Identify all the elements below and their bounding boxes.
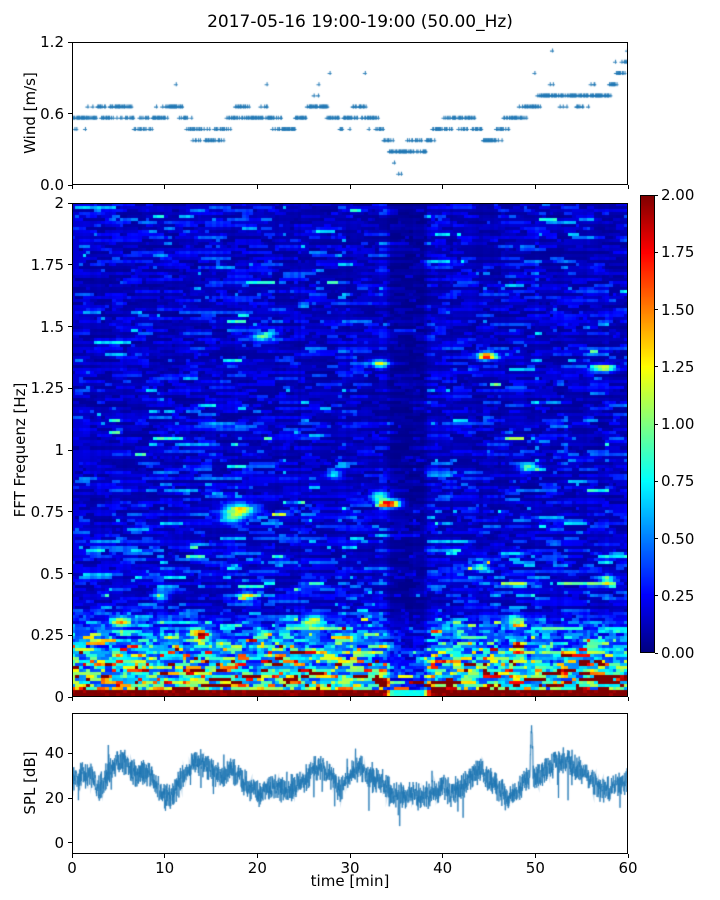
- wind-ytick-mark: [68, 41, 72, 43]
- spl-xtick-mark: [442, 854, 444, 858]
- spectrogram-ytick-label: 1.75: [30, 255, 64, 274]
- spl-xtick-mark: [627, 854, 629, 858]
- colorbar-tick-label: 2.00: [661, 186, 695, 204]
- spectrogram-ytick-label: 1.25: [30, 379, 64, 398]
- colorbar-tick-label: 0.50: [661, 529, 695, 548]
- spl-xtick-mark: [534, 854, 536, 858]
- wind-xtick-mark: [71, 185, 73, 189]
- wind-xtick-mark: [442, 185, 444, 189]
- spectrogram-xtick-mark: [71, 697, 73, 701]
- colorbar-tick-mark: [655, 366, 658, 368]
- spectrogram-ytick-label: 0.5: [40, 564, 64, 583]
- spectrogram-xtick-mark: [256, 697, 258, 701]
- spectrogram-ytick-label: 1.5: [40, 317, 64, 336]
- spl-xtick-label: 20: [247, 859, 267, 877]
- colorbar-tick-mark: [655, 423, 658, 425]
- wind-ytick-label: 1.2: [40, 33, 64, 51]
- colorbar-tick-label: 1.50: [661, 300, 695, 319]
- spl-line-canvas: [72, 713, 628, 854]
- colorbar-tick-mark: [655, 538, 658, 539]
- spl-xtick-label: 50: [525, 859, 545, 877]
- spl-xtick-mark: [349, 854, 351, 858]
- spl-xtick-mark: [256, 854, 258, 858]
- colorbar-tick-mark: [655, 595, 658, 597]
- figure-title: 2017-05-16 19:00-19:00 (50.00_Hz): [207, 12, 513, 32]
- wind-ytick-label: 0.0: [40, 176, 64, 194]
- wind-xtick-mark: [627, 185, 629, 189]
- spl-xtick-label: 10: [155, 859, 175, 877]
- spl-xtick-mark: [71, 854, 73, 858]
- colorbar-tick-mark: [655, 652, 658, 654]
- spectrogram-ytick-label: 0.25: [30, 626, 64, 645]
- spectrogram-ytick-mark: [68, 387, 72, 389]
- spectrogram-xtick-mark: [164, 697, 166, 701]
- spectrogram-ytick-label: 1: [54, 441, 64, 459]
- spectrogram-ytick-label: 0: [54, 688, 64, 706]
- spectrogram-ytick-mark: [68, 326, 72, 327]
- spl-xtick-mark: [164, 854, 166, 858]
- colorbar-canvas: [640, 195, 655, 653]
- spl-ytick-mark: [68, 842, 72, 844]
- spectrogram-ytick-mark: [68, 264, 72, 266]
- spectrogram-ytick-mark: [68, 634, 72, 636]
- colorbar-tick-mark: [655, 194, 658, 196]
- colorbar-tick-label: 1.75: [661, 243, 695, 262]
- colorbar-tick-label: 0.00: [661, 644, 695, 662]
- wind-xtick-mark: [256, 185, 258, 189]
- spl-xtick-label: 0: [67, 859, 77, 877]
- wind-scatter-canvas: [72, 42, 628, 185]
- spectrogram-ytick-mark: [68, 573, 72, 574]
- wind-xtick-mark: [534, 185, 536, 189]
- wind-ytick-mark: [68, 113, 72, 114]
- spectrogram-ytick-mark: [68, 511, 72, 513]
- spectrogram-xtick-mark: [349, 697, 351, 701]
- spl-ytick-mark: [68, 797, 72, 799]
- spectrogram-canvas: [72, 203, 628, 697]
- spl-ytick-label: 40: [44, 744, 64, 763]
- colorbar-tick-label: 1.25: [661, 357, 695, 376]
- spectrogram-xtick-mark: [442, 697, 444, 701]
- spectrogram-xtick-mark: [534, 697, 536, 701]
- spl-ytick-mark: [68, 752, 72, 754]
- spl-xtick-label: 40: [433, 859, 453, 877]
- wind-xtick-mark: [349, 185, 351, 189]
- spl-ytick-label: 20: [44, 789, 64, 808]
- spectrogram-ytick-mark: [68, 696, 72, 698]
- colorbar-tick-mark: [655, 309, 658, 310]
- spl-ytick-label: 0: [54, 833, 64, 852]
- spectrogram-xtick-mark: [627, 697, 629, 701]
- wind-xtick-mark: [164, 185, 166, 189]
- colorbar-tick-label: 0.75: [661, 472, 695, 491]
- spectrogram-ytick-mark: [68, 202, 72, 204]
- colorbar-tick-label: 0.25: [661, 586, 695, 605]
- spectrogram-ytick-label: 0.75: [30, 502, 64, 521]
- colorbar-tick-mark: [655, 251, 658, 253]
- time-xlabel: time [min]: [310, 872, 390, 890]
- spectrogram-ytick-label: 2: [54, 194, 64, 212]
- colorbar-tick-mark: [655, 480, 658, 482]
- wind-ytick-label: 0.6: [40, 104, 64, 123]
- wind-ytick-mark: [68, 184, 72, 186]
- spl-xtick-label: 60: [618, 859, 638, 877]
- spectrogram-ytick-mark: [68, 449, 72, 451]
- colorbar-tick-label: 1.00: [661, 415, 695, 433]
- spl-xtick-label: 30: [340, 859, 360, 877]
